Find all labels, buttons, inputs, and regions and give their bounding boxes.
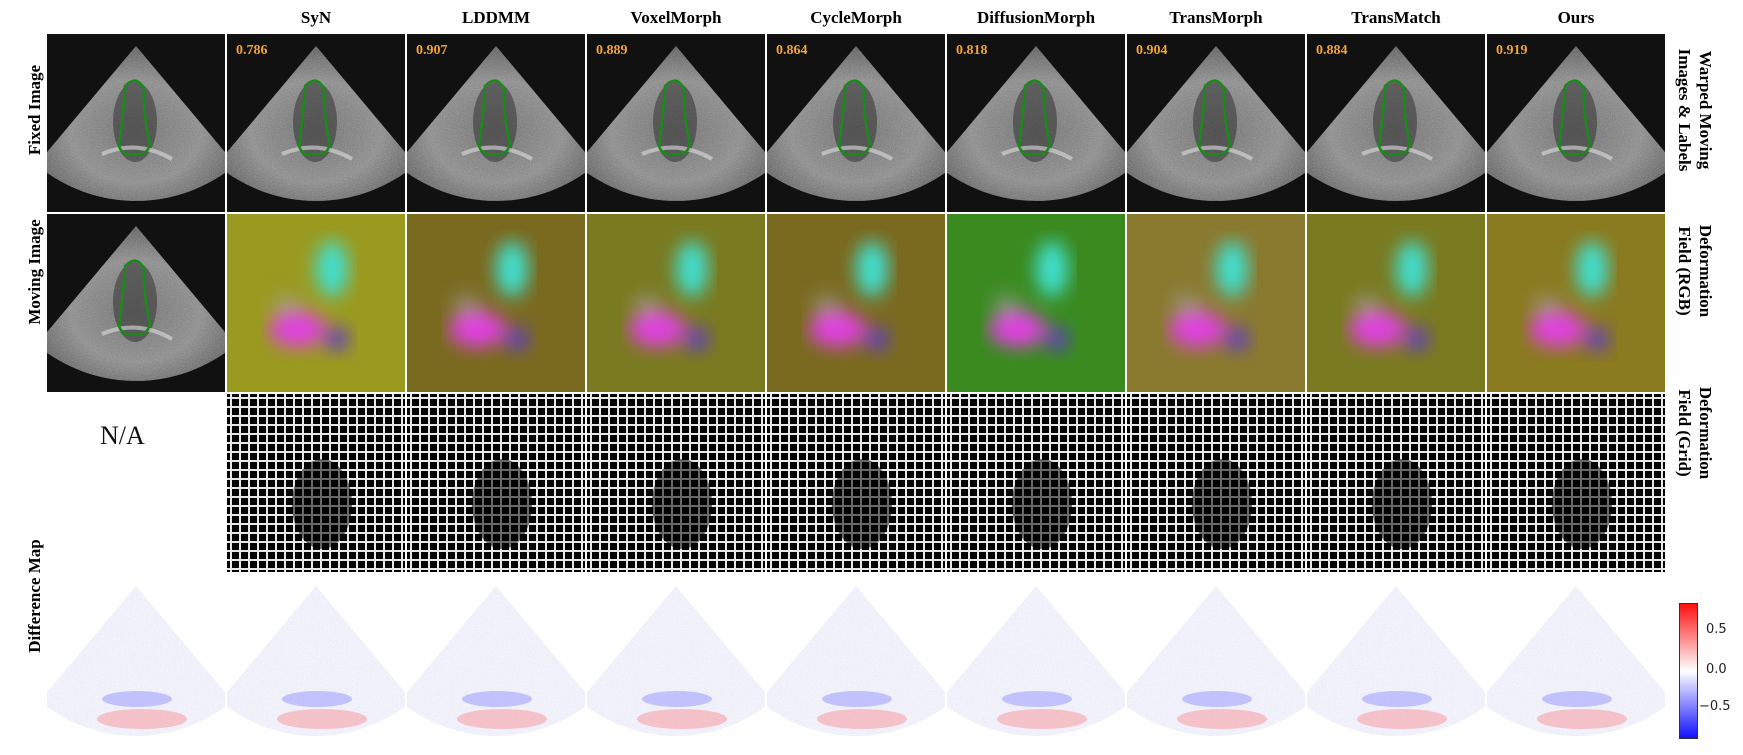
difference-map-diffusionmorph: [947, 574, 1125, 752]
warped-image-voxelmorph: 0.889: [587, 34, 765, 212]
deformation-grid-transmorph: [1127, 394, 1305, 572]
row-label-rgb-line1: Deformation: [1696, 224, 1715, 318]
deformation-grid-voxelmorph: [587, 394, 765, 572]
column-header-diffusionmorph: DiffusionMorph: [976, 8, 1096, 27]
column-header-syn: SyN: [300, 8, 332, 27]
difference-map-syn: [227, 574, 405, 752]
column-header-ours: Ours: [1557, 8, 1595, 27]
deformation-grid-transmatch: [1307, 394, 1485, 572]
column-header-voxelmorph: VoxelMorph: [630, 8, 722, 27]
dice-score-transmorph: 0.904: [1136, 43, 1168, 58]
column-header-lddmm: LDDMM: [462, 8, 530, 27]
row-label-rgb-line2: Field (RGB): [1675, 226, 1694, 316]
warped-image-diffusionmorph: 0.818: [947, 34, 1125, 212]
row-label-grid: Deformation Field (Grid): [1674, 358, 1716, 508]
row-label-warped-line2: Images & Labels: [1675, 48, 1694, 172]
colorbar-tick-high: 0.5: [1706, 622, 1727, 637]
deformation-rgb-lddmm: [407, 214, 585, 392]
dice-score-ours: 0.919: [1496, 43, 1528, 58]
difference-map-moving-panel: [47, 574, 225, 752]
deformation-grid-lddmm: [407, 394, 585, 572]
colorbar: [1679, 603, 1698, 739]
warped-image-transmatch: 0.884: [1307, 34, 1485, 212]
warped-image-transmorph: 0.904: [1127, 34, 1305, 212]
warped-image-ours: 0.919: [1487, 34, 1665, 212]
deformation-grid-diffusionmorph: [947, 394, 1125, 572]
fixed-image-panel: [47, 34, 225, 212]
warped-image-syn: 0.786: [227, 34, 405, 212]
difference-map-transmatch: [1307, 574, 1485, 752]
warped-image-lddmm: 0.907: [407, 34, 585, 212]
dice-score-syn: 0.786: [236, 43, 268, 58]
colorbar-tick-mid: 0.0: [1706, 662, 1727, 677]
dice-score-voxelmorph: 0.889: [596, 43, 628, 58]
dice-score-lddmm: 0.907: [416, 43, 448, 58]
colorbar-tick-low: −0.5: [1699, 699, 1731, 714]
moving-image-panel: [47, 214, 225, 392]
deformation-rgb-cyclemorph: [767, 214, 945, 392]
deformation-grid-cyclemorph: [767, 394, 945, 572]
row-label-grid-line1: Deformation: [1696, 386, 1715, 480]
deformation-rgb-ours: [1487, 214, 1665, 392]
difference-map-cyclemorph: [767, 574, 945, 752]
row-label-grid-line2: Field (Grid): [1675, 389, 1694, 477]
difference-map-lddmm: [407, 574, 585, 752]
na-label: N/A: [100, 421, 145, 450]
row-label-moving-image: Moving Image: [25, 219, 44, 325]
row-label-rgb: Deformation Field (RGB): [1674, 196, 1716, 346]
deformation-grid-ours: [1487, 394, 1665, 572]
column-header-transmorph: TransMorph: [1169, 8, 1263, 27]
deformation-grid-syn: [227, 394, 405, 572]
row-label-difference-map: Difference Map: [25, 539, 44, 653]
warped-image-cyclemorph: 0.864: [767, 34, 945, 212]
column-header-transmatch: TransMatch: [1351, 8, 1441, 27]
difference-map-ours: [1487, 574, 1665, 752]
row-label-warped-line1: Warped Moving: [1696, 50, 1715, 170]
column-header-cyclemorph: CycleMorph: [810, 8, 902, 27]
deformation-rgb-voxelmorph: [587, 214, 765, 392]
row-label-warped: Warped Moving Images & Labels: [1674, 25, 1716, 195]
deformation-rgb-transmatch: [1307, 214, 1485, 392]
difference-map-voxelmorph: [587, 574, 765, 752]
deformation-rgb-diffusionmorph: [947, 214, 1125, 392]
deformation-rgb-transmorph: [1127, 214, 1305, 392]
difference-map-transmorph: [1127, 574, 1305, 752]
deformation-rgb-syn: [227, 214, 405, 392]
dice-score-cyclemorph: 0.864: [776, 43, 808, 58]
dice-score-transmatch: 0.884: [1316, 43, 1348, 58]
dice-score-diffusionmorph: 0.818: [956, 43, 988, 58]
row-label-fixed-image: Fixed Image: [25, 64, 44, 156]
